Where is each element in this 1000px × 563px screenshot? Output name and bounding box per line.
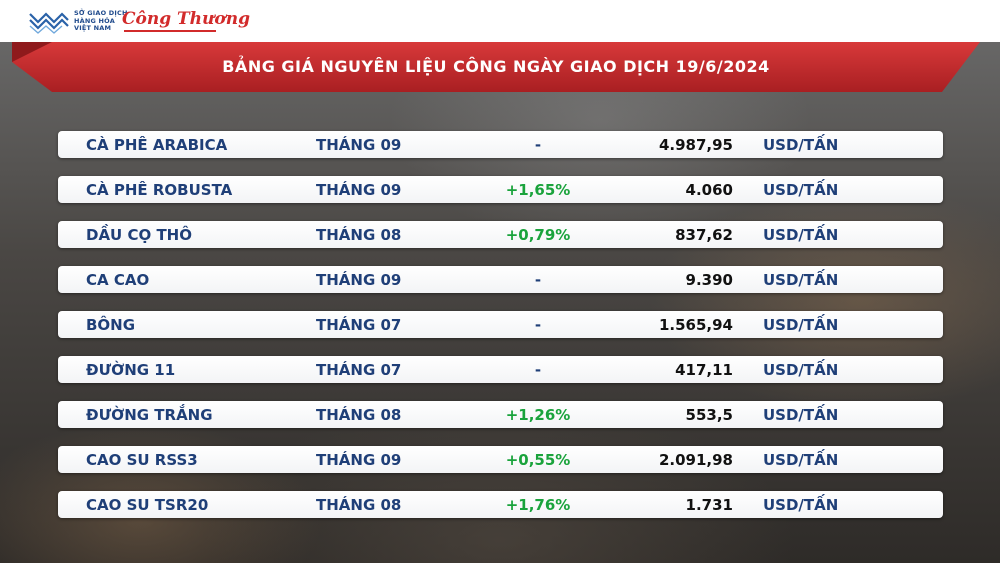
contract-month: THÁNG 09 <box>316 451 402 469</box>
contract-month: THÁNG 08 <box>316 496 402 514</box>
table-row: CAO SU TSR20 THÁNG 08 +1,76% 1.731 USD/TẤN <box>58 491 943 518</box>
commodity-name: CÀ PHÊ ARABICA <box>86 136 228 154</box>
contract-month: THÁNG 07 <box>316 361 402 379</box>
price-unit: USD/TẤN <box>763 271 839 289</box>
contract-month: THÁNG 09 <box>316 136 402 154</box>
logo-line-2: HÀNG HÓA <box>74 16 115 25</box>
table-row: BÔNG THÁNG 07 - 1.565,94 USD/TẤN <box>58 311 943 338</box>
price-value: 2.091,98 <box>658 451 733 469</box>
price-change: +1,76% <box>505 496 571 514</box>
cong-thuong-logo: Công Thương <box>122 9 250 29</box>
price-value: 9.390 <box>685 271 733 289</box>
price-change: +0,79% <box>505 226 571 244</box>
price-value: 553,5 <box>685 406 733 424</box>
commodity-name: CÀ PHÊ ROBUSTA <box>86 181 233 199</box>
commodity-name: CAO SU TSR20 <box>86 496 209 514</box>
commodity-name: ĐƯỜNG TRẮNG <box>86 406 213 424</box>
price-unit: USD/TẤN <box>763 136 839 154</box>
contract-month: THÁNG 09 <box>316 181 402 199</box>
table-row: CAO SU RSS3 THÁNG 09 +0,55% 2.091,98 USD/TẤN <box>58 446 943 473</box>
page-title: BẢNG GIÁ NGUYÊN LIỆU CÔNG NGÀY GIAO DỊCH… <box>222 57 770 76</box>
price-value: 4.987,95 <box>658 136 733 154</box>
price-value: 417,11 <box>675 361 733 379</box>
commodity-name: CA CAO <box>86 271 150 289</box>
price-unit: USD/TẤN <box>763 361 839 379</box>
exchange-logo-text: SỞ GIAO DỊCH HÀNG HÓA VIỆT NAM <box>74 9 128 33</box>
header-bar: SỞ GIAO DỊCH HÀNG HÓA VIỆT NAM Công Thươ… <box>0 0 1000 42</box>
price-value: 1.565,94 <box>658 316 733 334</box>
price-value: 1.731 <box>685 496 733 514</box>
commodity-name: ĐƯỜNG 11 <box>86 361 176 379</box>
commodity-name: BÔNG <box>86 316 136 334</box>
contract-month: THÁNG 08 <box>316 226 402 244</box>
price-unit: USD/TẤN <box>763 406 839 424</box>
price-change: +1,26% <box>505 406 571 424</box>
price-unit: USD/TẤN <box>763 451 839 469</box>
price-change: +1,65% <box>505 181 571 199</box>
price-unit: USD/TẤN <box>763 226 839 244</box>
price-change: - <box>534 361 542 379</box>
title-banner: BẢNG GIÁ NGUYÊN LIỆU CÔNG NGÀY GIAO DỊCH… <box>12 42 980 92</box>
price-change: - <box>534 136 542 154</box>
price-change: +0,55% <box>505 451 571 469</box>
price-unit: USD/TẤN <box>763 316 839 334</box>
contract-month: THÁNG 08 <box>316 406 402 424</box>
table-row: ĐƯỜNG 11 THÁNG 07 - 417,11 USD/TẤN <box>58 356 943 383</box>
title-banner-shape <box>12 42 980 92</box>
price-change: - <box>534 316 542 334</box>
logo-line-3: VIỆT NAM <box>74 24 112 32</box>
contract-month: THÁNG 07 <box>316 316 402 334</box>
contract-month: THÁNG 09 <box>316 271 402 289</box>
table-row: ĐƯỜNG TRẮNG THÁNG 08 +1,26% 553,5 USD/TẤN <box>58 401 943 428</box>
table-row: CÀ PHÊ ARABICA THÁNG 09 - 4.987,95 USD/TẤN <box>58 131 943 158</box>
price-unit: USD/TẤN <box>763 181 839 199</box>
commodity-name: CAO SU RSS3 <box>86 451 198 469</box>
table-row: CA CAO THÁNG 09 - 9.390 USD/TẤN <box>58 266 943 293</box>
exchange-logo: SỞ GIAO DỊCH HÀNG HÓA VIỆT NAM <box>28 8 218 36</box>
table-row: CÀ PHÊ ROBUSTA THÁNG 09 +1,65% 4.060 USD/TẤN <box>58 176 943 203</box>
price-unit: USD/TẤN <box>763 496 839 514</box>
price-value: 4.060 <box>685 181 733 199</box>
price-value: 837,62 <box>675 226 733 244</box>
table-row: DẦU CỌ THÔ THÁNG 08 +0,79% 837,62 USD/TẤN <box>58 221 943 248</box>
commodity-name: DẦU CỌ THÔ <box>86 226 192 244</box>
logo-line-1: SỞ GIAO DỊCH <box>74 9 128 17</box>
cong-thuong-logo-underline <box>124 30 216 32</box>
exchange-logo-icon <box>29 12 69 34</box>
price-change: - <box>534 271 542 289</box>
